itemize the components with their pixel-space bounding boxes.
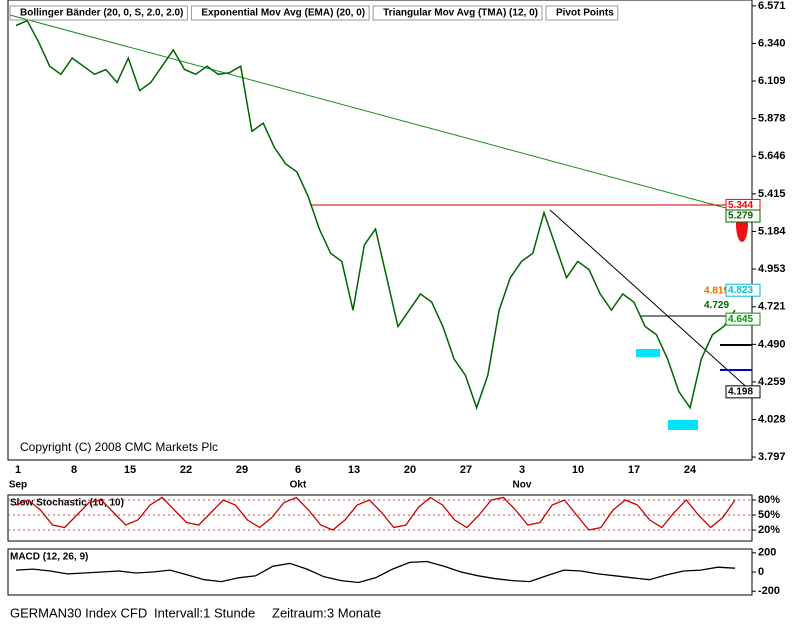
- footer-item: Zeitraum:3 Monate: [272, 605, 381, 620]
- footer-item: GERMAN30 Index CFD: [10, 605, 147, 620]
- x-tick-label: 6: [295, 464, 301, 476]
- x-tick-label: 22: [180, 464, 192, 476]
- month-label: Sep: [9, 480, 27, 491]
- month-label: Okt: [290, 480, 307, 491]
- x-tick-label: 29: [236, 464, 248, 476]
- legend-item: Triangular Mov Avg (TMA) (12, 0): [383, 8, 538, 19]
- price-line: [15, 560, 736, 584]
- price-box: [725, 283, 761, 297]
- x-tick-label: 8: [71, 464, 77, 476]
- y-tick-label: 6.571: [758, 0, 786, 12]
- y-tick-label: 5.184: [758, 225, 786, 237]
- y-tick-label: 4.259: [758, 376, 786, 388]
- y-tick-label: 5.646: [758, 150, 786, 162]
- y-tick-label: 6.340: [758, 37, 786, 49]
- legend-box: [190, 5, 370, 21]
- legend-box: [545, 5, 619, 21]
- price-line: [15, 19, 736, 411]
- price-line: [15, 496, 736, 531]
- legend-item: Pivot Points: [556, 8, 614, 19]
- panel-title: MACD (12, 26, 9): [10, 552, 88, 563]
- y-tick-label: 4.721: [758, 301, 786, 313]
- x-tick-label: 27: [460, 464, 472, 476]
- y-tick-label: 4.490: [758, 338, 786, 350]
- copyright: Copyright (C) 2008 CMC Markets Plc: [20, 440, 218, 454]
- price-label: 5.344: [728, 200, 753, 211]
- y-tick-label: -200: [758, 585, 780, 597]
- price-label: 4.729: [704, 300, 729, 311]
- panel-title: Slow Stochastic (10, 10): [10, 498, 124, 509]
- legend-item: Exponential Mov Avg (EMA) (20, 0): [201, 8, 365, 19]
- x-tick-label: 1: [15, 464, 21, 476]
- y-tick-label: 6.109: [758, 75, 786, 87]
- price-box: [725, 209, 761, 223]
- trend-line: [549, 209, 753, 393]
- x-tick-label: 24: [684, 464, 697, 476]
- legend: Bollinger Bänder (20, 0, S, 2.0, 2.0) Exp…: [9, 5, 619, 21]
- price-label: 4.645: [728, 314, 753, 325]
- y-tick-label: 5.878: [758, 112, 786, 124]
- price-box: [725, 312, 761, 326]
- macd-panel: [7, 548, 753, 596]
- y-tick-label: 0: [758, 566, 764, 578]
- y-tick-label: 3.797: [758, 451, 786, 463]
- legend-box: [9, 5, 188, 21]
- x-tick-label: 3: [519, 464, 525, 476]
- legend-box: [372, 5, 543, 21]
- y-tick-label: 50%: [758, 509, 780, 521]
- month-label: Nov: [513, 480, 532, 491]
- stochastic-panel: [7, 494, 753, 542]
- price-label: 4.198: [728, 386, 753, 397]
- y-tick-label: 20%: [758, 524, 780, 536]
- highlight: [668, 420, 698, 430]
- x-tick-label: 10: [572, 464, 584, 476]
- y-tick-label: 200: [758, 547, 776, 559]
- price-label: 4.819: [704, 285, 729, 296]
- price-box: [725, 385, 761, 399]
- x-tick-label: 15: [124, 464, 136, 476]
- y-tick-label: 4.028: [758, 413, 786, 425]
- price-label: 4.823: [728, 285, 753, 296]
- footer-item: Intervall:1 Stunde: [154, 605, 255, 620]
- highlight: [636, 349, 660, 357]
- y-tick-label: 4.953: [758, 263, 786, 275]
- y-tick-label: 80%: [758, 494, 780, 506]
- x-tick-label: 13: [348, 464, 360, 476]
- legend-item: Bollinger Bänder (20, 0, S, 2.0, 2.0): [20, 8, 183, 19]
- y-tick-label: 5.415: [758, 188, 786, 200]
- price-label: 5.279: [728, 211, 753, 222]
- x-tick-label: 20: [404, 464, 416, 476]
- main-panel: [7, 0, 753, 461]
- x-tick-label: 17: [628, 464, 640, 476]
- trend-line: [9, 14, 753, 216]
